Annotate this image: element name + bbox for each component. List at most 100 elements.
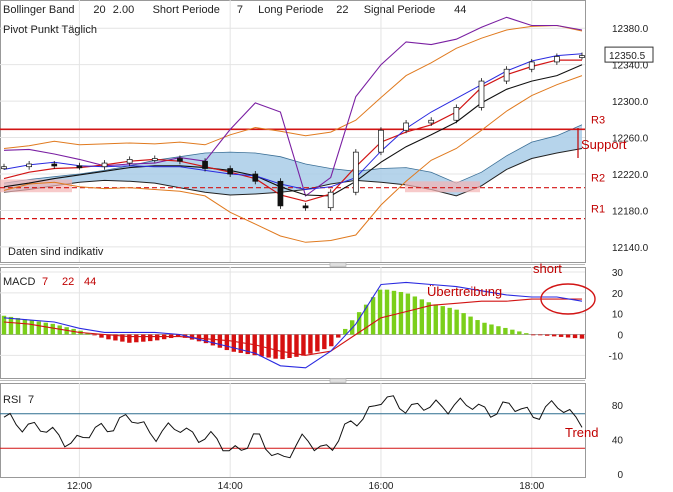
candle bbox=[151, 158, 158, 161]
macd-histogram-bar bbox=[370, 297, 376, 335]
candle bbox=[554, 56, 560, 63]
rsi-title: RSI bbox=[3, 394, 21, 406]
macd-histogram-bar bbox=[551, 334, 557, 337]
macd-histogram-bar bbox=[391, 290, 397, 335]
macd-histogram-bar bbox=[175, 334, 181, 337]
macd-histogram-bar bbox=[231, 334, 237, 352]
candle bbox=[1, 166, 7, 170]
macd-histogram-bar bbox=[22, 319, 28, 335]
candle bbox=[252, 173, 259, 182]
macd-histogram-bar bbox=[15, 318, 21, 335]
macd-histogram-bar bbox=[322, 334, 327, 350]
macd-y-tick-label: -10 bbox=[609, 351, 624, 362]
macd-histogram-bar bbox=[308, 334, 313, 354]
macd-histogram-bar bbox=[43, 322, 48, 335]
macd-histogram-bar bbox=[377, 289, 383, 335]
macd-histogram-bar bbox=[134, 334, 139, 343]
macd-histogram-bar bbox=[127, 334, 132, 343]
splitter-handle-icon bbox=[329, 378, 347, 383]
macd-histogram-bar bbox=[8, 316, 14, 335]
indicative-note: Daten sind indikativ bbox=[8, 246, 104, 258]
macd-histogram-bar bbox=[148, 334, 153, 342]
macd-histogram-bar bbox=[266, 334, 271, 358]
macd-histogram-bar bbox=[1, 315, 7, 335]
candle bbox=[453, 107, 460, 121]
signal-line bbox=[3, 53, 583, 191]
macd-histogram-bar bbox=[57, 325, 62, 335]
pivot-label-r3: R3 bbox=[591, 114, 605, 126]
candle bbox=[302, 205, 309, 209]
candle bbox=[403, 122, 409, 131]
macd-histogram-bar bbox=[113, 334, 118, 341]
macd-histogram-bar bbox=[343, 328, 348, 335]
indicator-label: Bollinger Band bbox=[3, 4, 75, 16]
rsi-panel-frame bbox=[0, 383, 586, 478]
price-y-tick-label: 12340.0 bbox=[612, 61, 649, 72]
indicator-label: Signal Periode bbox=[364, 4, 436, 16]
rsi-line bbox=[3, 395, 583, 459]
rsi-y-tick-label: 0 bbox=[617, 470, 623, 481]
purple-line bbox=[3, 16, 583, 197]
macd-histogram-bar bbox=[447, 307, 452, 335]
candle bbox=[227, 168, 234, 175]
candle bbox=[478, 80, 485, 108]
macd-signal-line bbox=[3, 298, 582, 356]
macd-param: 44 bbox=[84, 276, 96, 288]
macd-histogram-bar bbox=[210, 334, 216, 346]
macd-histogram-bar bbox=[356, 312, 362, 335]
cloud-upper-line bbox=[3, 124, 583, 184]
macd-histogram-bar bbox=[531, 334, 536, 336]
macd-histogram-bar bbox=[579, 334, 585, 339]
macd-histogram-bar bbox=[412, 296, 418, 335]
rsi-param: 7 bbox=[28, 394, 34, 406]
macd-histogram-bar bbox=[336, 334, 341, 338]
rsi-y-tick-label: 40 bbox=[612, 436, 624, 447]
macd-y-tick-label: 30 bbox=[612, 268, 624, 279]
indicator-param: 22 bbox=[336, 4, 348, 16]
candle bbox=[277, 180, 284, 207]
rsi-y-tick-label: 80 bbox=[612, 401, 624, 412]
macd-histogram-bar bbox=[426, 302, 431, 335]
short-circle bbox=[540, 283, 596, 315]
indicator-param: 7 bbox=[237, 4, 243, 16]
macd-histogram-bar bbox=[454, 309, 459, 335]
candle bbox=[126, 159, 133, 164]
macd-histogram-bar bbox=[50, 323, 55, 335]
candle bbox=[76, 165, 83, 169]
macd-histogram-bar bbox=[517, 331, 522, 335]
price-y-tick-label: 12180.0 bbox=[612, 206, 649, 217]
macd-histogram-bar bbox=[273, 334, 278, 359]
x-tick-label: 16:00 bbox=[368, 481, 393, 492]
price-y-tick-label: 12380.0 bbox=[612, 24, 649, 35]
macd-histogram-bar bbox=[29, 320, 35, 335]
macd-histogram-bar bbox=[510, 329, 515, 335]
indicator-label: Short Periode bbox=[153, 4, 220, 16]
macd-histogram-bar bbox=[287, 334, 292, 358]
last-price-box bbox=[604, 46, 654, 63]
candle bbox=[428, 119, 435, 124]
splitter-handle-icon bbox=[329, 262, 347, 267]
macd-histogram-bar bbox=[294, 334, 299, 357]
macd-title: MACD bbox=[3, 276, 35, 288]
candle bbox=[327, 191, 334, 209]
pivot-subtitle: Pivot Punkt Täglich bbox=[3, 24, 97, 36]
macd-histogram-bar bbox=[482, 322, 487, 335]
exaggeration-annotation: Übertreibung bbox=[427, 284, 502, 299]
macd-histogram-bar bbox=[120, 334, 125, 342]
macd-histogram-bar bbox=[85, 333, 90, 335]
candle bbox=[202, 160, 208, 169]
indicator-param: 44 bbox=[454, 4, 466, 16]
indicator-param: 2.00 bbox=[113, 4, 134, 16]
candle bbox=[51, 163, 58, 167]
macd-y-tick-label: 20 bbox=[612, 289, 624, 300]
candle bbox=[528, 61, 535, 70]
bollinger-upper-line bbox=[3, 24, 583, 149]
last-price-label: 12350.5 bbox=[609, 51, 646, 62]
macd-histogram-bar bbox=[572, 334, 578, 339]
macd-param: 22 bbox=[62, 276, 74, 288]
macd-histogram-bar bbox=[468, 316, 473, 335]
price-y-tick-label: 12300.0 bbox=[612, 97, 649, 108]
macd-histogram-bar bbox=[280, 334, 285, 360]
macd-y-tick-label: 0 bbox=[617, 331, 623, 342]
macd-histogram-bar bbox=[565, 334, 571, 338]
